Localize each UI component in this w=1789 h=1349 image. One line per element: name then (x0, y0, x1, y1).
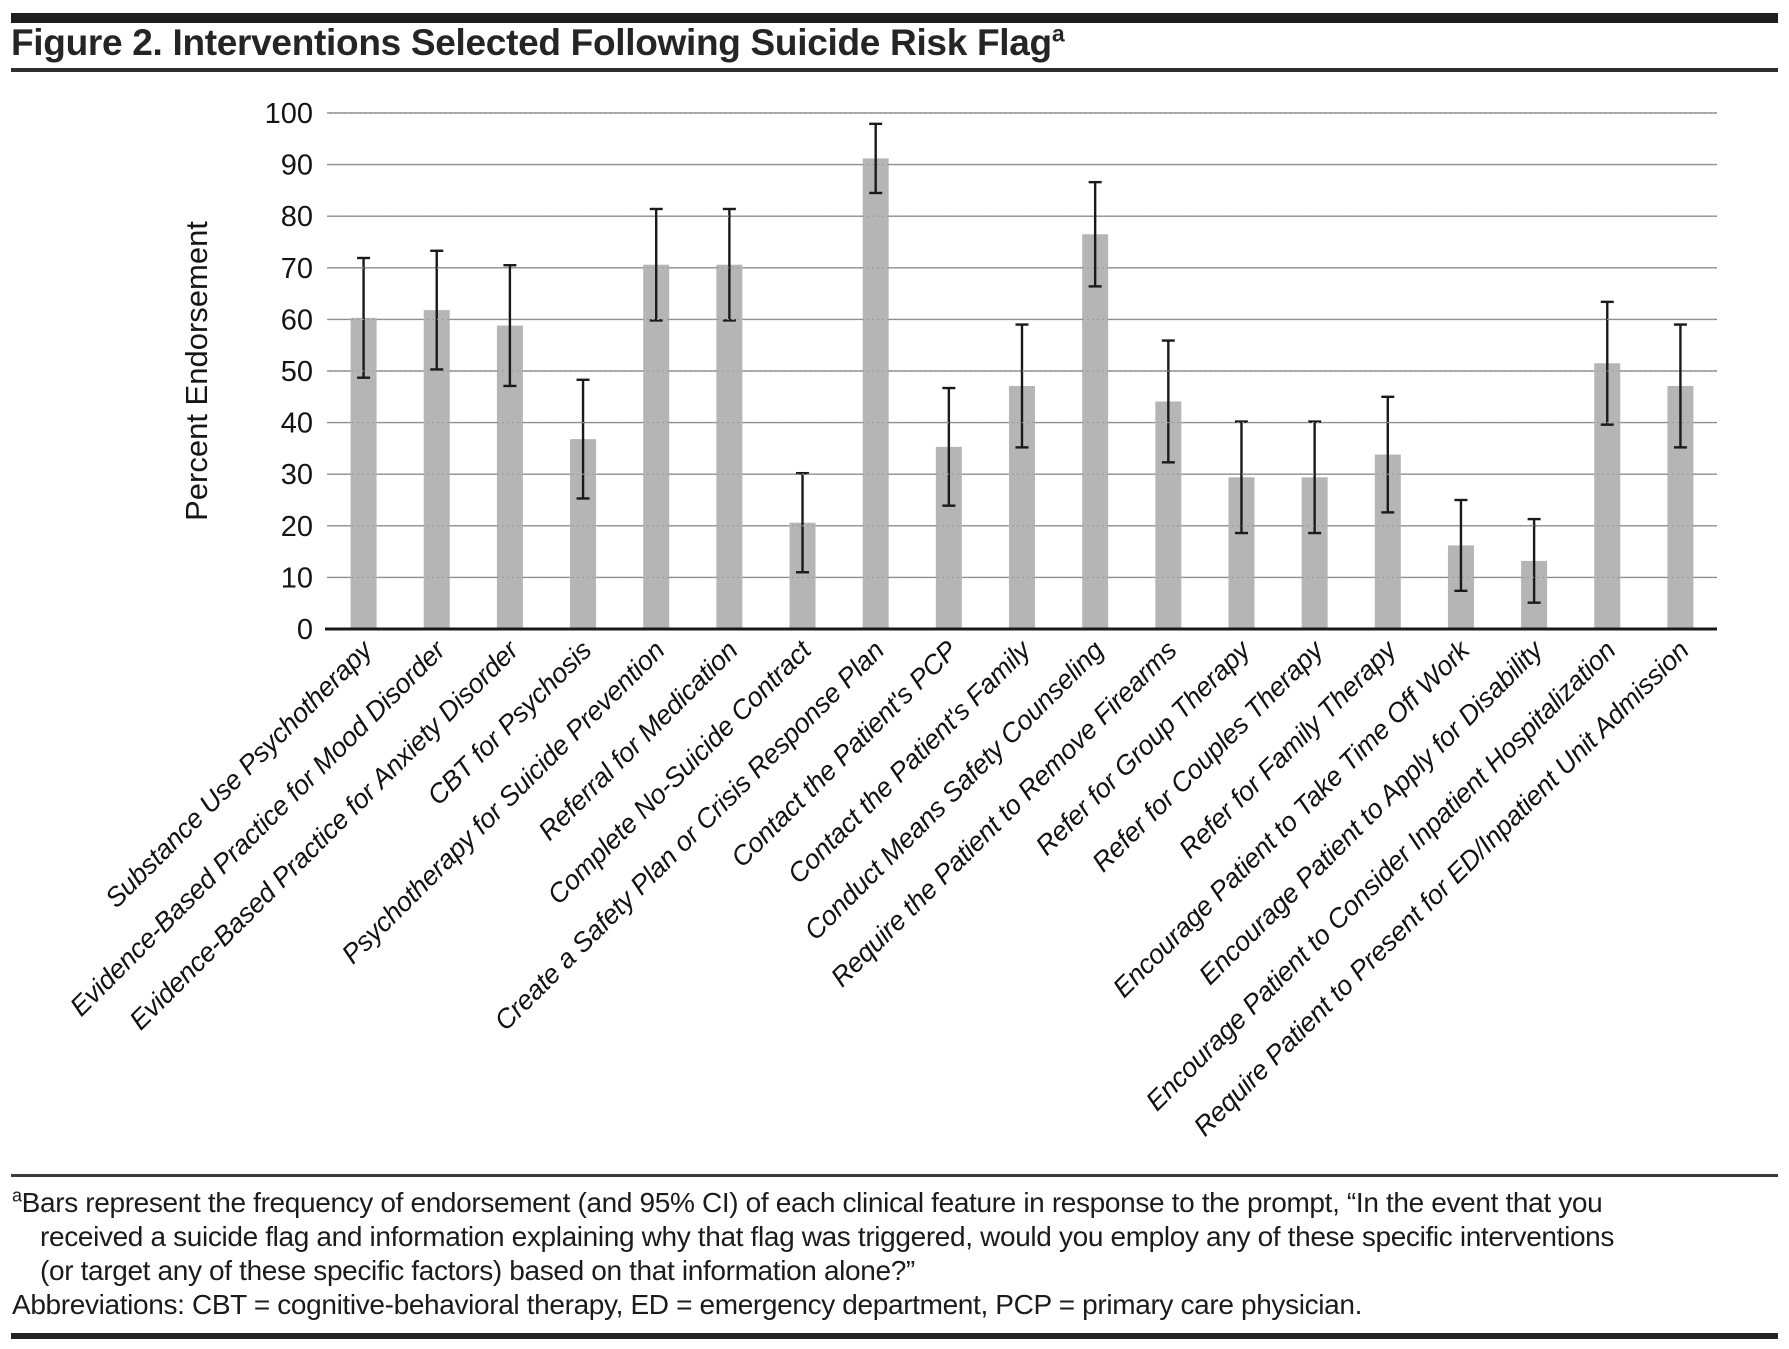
y-tick-label: 30 (281, 459, 313, 491)
category-labels: Substance Use PsychotherapyEvidence-Base… (64, 634, 1695, 1142)
footnote-line-4: Abbreviations: CBT = cognitive-behaviora… (12, 1289, 1363, 1320)
footnote-line-1-text: Bars represent the frequency of endorsem… (21, 1187, 1603, 1218)
footnote-line-1: aBars represent the frequency of endorse… (12, 1186, 1614, 1220)
bar (862, 158, 889, 629)
y-tick-label: 50 (281, 356, 313, 388)
category-label: Substance Use Psychotherapy (99, 634, 379, 914)
y-tick-label: 100 (265, 98, 313, 130)
y-tick-label: 0 (297, 614, 313, 646)
category-label: Evidence-Based Practice for Mood Disorde… (64, 634, 452, 1022)
footnote-line-3: (or target any of these specific factors… (40, 1255, 915, 1286)
bar (643, 264, 670, 629)
y-tick-label: 80 (281, 201, 313, 233)
footnote-rule (11, 1174, 1778, 1177)
title-rule (11, 68, 1778, 72)
error-bars (357, 122, 1687, 604)
footnote: aBars represent the frequency of endorse… (12, 1186, 1614, 1322)
y-tick-label: 40 (281, 408, 313, 440)
y-axis-title: Percent Endorsement (179, 221, 214, 521)
y-tick-label: 60 (281, 304, 313, 336)
y-tick-label: 90 (281, 150, 313, 182)
footnote-line-2: received a suicide flag and information … (40, 1221, 1615, 1252)
y-tick-label: 20 (281, 511, 313, 543)
y-tick-labels: 0 10 20 30 40 50 60 70 80 90 100 (265, 98, 313, 646)
figure-title-text: Figure 2. Interventions Selected Followi… (11, 22, 1052, 63)
figure-title-superscript: a (1051, 20, 1065, 47)
bars (350, 158, 1694, 629)
top-rule (11, 13, 1778, 23)
y-tick-label: 70 (281, 253, 313, 285)
bottom-rule (11, 1333, 1778, 1339)
bar (716, 264, 743, 629)
footnote-superscript: a (12, 1185, 22, 1206)
category-label: Complete No-Suicide Contract (542, 634, 818, 910)
bar (1082, 234, 1109, 629)
figure-title: Figure 2. Interventions Selected Followi… (11, 20, 1065, 64)
gridline-overlay (327, 112, 1717, 578)
y-tick-label: 10 (281, 562, 313, 594)
